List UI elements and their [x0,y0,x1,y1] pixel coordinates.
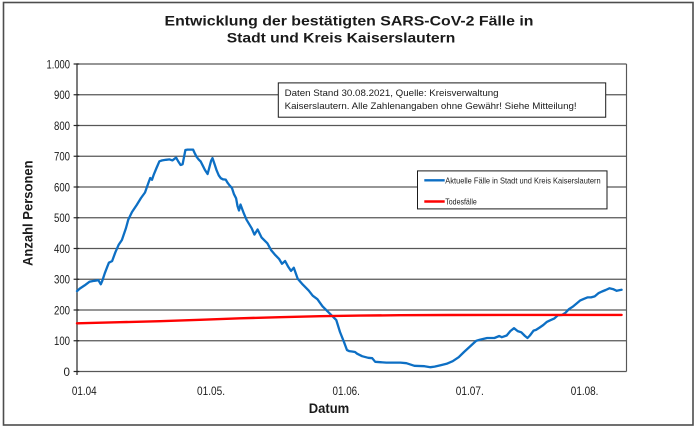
svg-text:01.05.: 01.05. [197,385,225,398]
svg-text:Entwicklung der bestätigten SA: Entwicklung der bestätigten SARS-CoV-2 F… [165,13,534,29]
svg-text:Datum: Datum [309,401,350,417]
svg-text:0: 0 [64,366,70,379]
svg-text:900: 900 [54,89,70,102]
svg-text:Kaiserslautern. Alle Zahlenang: Kaiserslautern. Alle Zahlenangaben ohne … [285,101,577,112]
svg-text:800: 800 [54,120,70,133]
svg-text:Todesfälle: Todesfälle [445,198,477,207]
svg-text:200: 200 [54,304,70,317]
svg-text:500: 500 [54,212,70,225]
svg-text:Anzahl Personen: Anzahl Personen [21,160,36,266]
svg-text:Stadt und Kreis Kaiserslautern: Stadt und Kreis Kaiserslautern [227,31,456,47]
svg-text:100: 100 [54,335,70,348]
svg-text:1.000: 1.000 [47,58,71,71]
svg-text:01.06.: 01.06. [333,385,360,398]
svg-text:400: 400 [54,243,70,256]
svg-text:01.04: 01.04 [72,385,97,398]
svg-text:Daten Stand 30.08.2021, Quelle: Daten Stand 30.08.2021, Quelle: Kreisver… [285,88,499,99]
svg-text:700: 700 [54,151,70,164]
svg-text:600: 600 [54,181,70,194]
svg-text:300: 300 [54,274,70,287]
svg-text:01.07.: 01.07. [456,385,484,398]
svg-text:01.08.: 01.08. [571,385,599,398]
svg-text:Aktuelle Fälle in Stadt und Kr: Aktuelle Fälle in Stadt und Kreis Kaiser… [445,176,601,185]
